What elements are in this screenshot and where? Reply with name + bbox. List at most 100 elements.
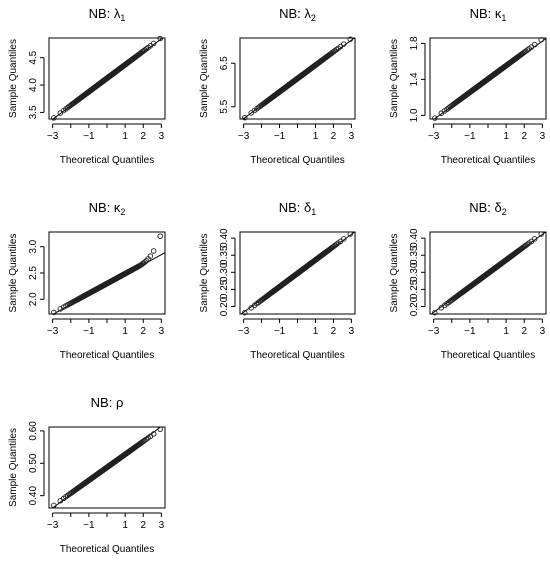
y-tick-label: 4.5 <box>28 50 39 64</box>
y-tick-label: 0.40 <box>219 228 230 248</box>
panel-title-text: NB: κ <box>89 200 121 215</box>
qq-point <box>51 309 57 316</box>
y-tick-label: 1.8 <box>409 36 420 50</box>
x-tick-label: −1 <box>464 131 476 142</box>
plot-frame <box>48 426 166 509</box>
y-axis-label: Sample Quantiles <box>199 39 210 118</box>
x-tick-label: 2 <box>331 131 337 142</box>
qq-point <box>531 236 538 242</box>
x-axis-label: Theoretical Quantiles <box>250 155 345 166</box>
y-tick-label: 0.20 <box>409 296 420 316</box>
plot-frame <box>239 231 356 315</box>
qq-panel-5: NB: δ1−3 −1 1 2 30.200.250.300.350.40Theoret… <box>199 200 356 361</box>
x-tick-label: 1 <box>122 326 128 337</box>
qq-panel-7: NB: ρ −3 −1 1 2 3 0.40 0.50 0.60 Theoretical Quan… <box>8 395 166 555</box>
y-axis-label: Sample Quantiles <box>8 39 19 118</box>
y-tick-label: 0.30 <box>409 262 420 282</box>
panel-title: NB: ρ <box>91 395 124 410</box>
y-tick-label: 1.4 <box>409 72 420 86</box>
panel-title-subscript: 1 <box>311 207 316 217</box>
qq-point <box>150 40 157 47</box>
x-tick-label: 1 <box>503 131 509 142</box>
qq-point <box>538 231 544 237</box>
qq-point <box>51 502 57 509</box>
qq-point <box>142 259 148 265</box>
x-axis-label: Theoretical Quantiles <box>441 350 536 361</box>
panel-title: NB: κ1 <box>470 6 507 23</box>
x-tick-label: −1 <box>83 520 95 531</box>
y-tick-label: 0.20 <box>219 296 230 316</box>
qq-panel-6: NB: δ2−3 −1 1 2 30.200.250.300.350.40Theoret… <box>389 200 547 361</box>
x-axis-label: Theoretical Quantiles <box>60 155 155 166</box>
panel-title-text: NB: δ <box>469 200 502 215</box>
panel-title-text: NB: δ <box>279 200 312 215</box>
y-tick-label: 0.40 <box>409 228 420 248</box>
x-tick-label: 1 <box>122 520 128 531</box>
x-tick-label: −3 <box>428 326 440 337</box>
x-axis-label: Theoretical Quantiles <box>250 350 345 361</box>
x-tick-label: 3 <box>159 520 165 531</box>
plot-frame <box>239 37 356 120</box>
x-tick-label: 1 <box>313 131 319 142</box>
plot-frame <box>429 231 547 315</box>
qq-point <box>347 231 353 237</box>
x-tick-label: 3 <box>540 326 546 337</box>
qq-point <box>432 115 438 121</box>
x-tick-label: 1 <box>503 326 509 337</box>
panel-title: NB: λ2 <box>279 6 316 23</box>
plot-frame <box>48 37 166 120</box>
panel-title: NB: δ1 <box>279 200 317 217</box>
panel-title-text: NB: ρ <box>91 395 124 410</box>
x-tick-label: 3 <box>349 326 355 337</box>
x-tick-label: 2 <box>521 131 527 142</box>
qq-point <box>341 41 347 47</box>
panel-title-text: NB: λ <box>89 6 121 21</box>
y-tick-label: 4.0 <box>28 78 39 92</box>
x-tick-label: 3 <box>540 131 546 142</box>
plot-frame <box>429 37 547 120</box>
y-tick-label: 0.30 <box>219 262 230 282</box>
qq-point <box>157 35 163 42</box>
x-tick-label: −3 <box>47 131 59 142</box>
qq-point <box>150 248 157 254</box>
y-axis-label: Sample Quantiles <box>199 234 210 313</box>
x-tick-label: 1 <box>122 131 128 142</box>
x-tick-label: −3 <box>238 131 250 142</box>
x-tick-label: −3 <box>238 326 250 337</box>
panel-title: NB: κ2 <box>89 200 126 217</box>
y-axis-label: Sample Quantiles <box>8 234 19 313</box>
y-tick-label: 0.35 <box>409 245 420 265</box>
x-tick-label: 3 <box>159 326 165 337</box>
y-tick-label: 2.5 <box>28 266 39 280</box>
x-tick-label: 1 <box>313 326 319 337</box>
y-tick-label: 0.40 <box>28 486 39 506</box>
y-tick-label: 1.0 <box>409 108 420 122</box>
x-tick-label: 2 <box>140 520 146 531</box>
x-tick-label: −3 <box>428 131 440 142</box>
x-tick-label: 2 <box>140 131 146 142</box>
y-tick-label: 3.5 <box>28 105 39 119</box>
x-tick-label: −1 <box>274 326 286 337</box>
qq-point <box>347 36 353 43</box>
panel-title-subscript: 1 <box>120 13 125 23</box>
qq-point <box>531 41 538 48</box>
x-tick-label: −1 <box>83 131 95 142</box>
panel-title-subscript: 1 <box>501 13 506 23</box>
panel-title-subscript: 2 <box>311 13 316 23</box>
x-tick-label: −1 <box>83 326 95 337</box>
y-tick-label: 3.0 <box>28 239 39 253</box>
qq-point <box>242 114 248 121</box>
y-tick-label: 6.5 <box>219 56 230 70</box>
y-tick-label: 0.35 <box>219 245 230 265</box>
x-axis-label: Theoretical Quantiles <box>60 544 155 555</box>
plot-frame <box>48 231 166 315</box>
x-tick-label: 2 <box>331 326 337 337</box>
panel-title-text: NB: κ <box>470 6 502 21</box>
qq-point <box>341 236 347 242</box>
y-tick-label: 0.50 <box>28 453 39 473</box>
qq-point <box>157 233 163 239</box>
